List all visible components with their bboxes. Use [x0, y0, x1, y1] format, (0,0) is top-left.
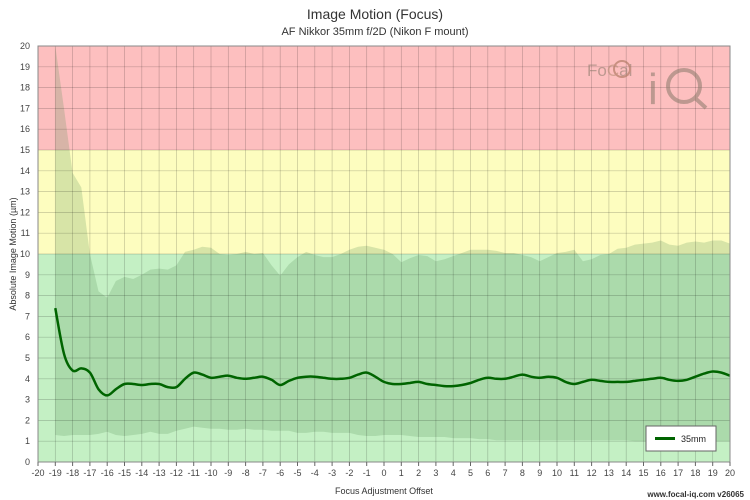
x-tick-label: 1: [399, 468, 404, 478]
logo-text-iq: i: [648, 65, 658, 114]
series-lines: [54, 307, 731, 397]
y-tick-label: 11: [21, 228, 30, 238]
y-axis-label: Absolute Image Motion (µm): [8, 197, 18, 310]
x-tick-label: 15: [638, 468, 648, 478]
x-tick-label: 13: [604, 468, 614, 478]
y-tick-label: 14: [20, 166, 30, 176]
x-tick-label: 14: [621, 468, 631, 478]
y-tick-label: 10: [20, 249, 30, 259]
zone-0: [38, 254, 730, 462]
y-tick-label: 17: [20, 103, 30, 113]
y-tick-label: 6: [25, 332, 30, 342]
y-tick-label: 18: [20, 83, 30, 93]
x-tick-label: 3: [433, 468, 438, 478]
y-tick-label: 5: [25, 353, 30, 363]
x-tick-label: 10: [552, 468, 562, 478]
x-tick-label: -6: [276, 468, 284, 478]
y-tick-label: 15: [20, 145, 30, 155]
logo-lens-circle: [613, 60, 631, 78]
x-tick-label: 20: [725, 468, 735, 478]
x-tick-label: 6: [485, 468, 490, 478]
legend: 35mm: [645, 425, 717, 452]
y-tick-label: 4: [25, 374, 30, 384]
y-tick-label: 19: [20, 62, 30, 72]
footer-credit: www.focal-iq.com v26065: [646, 490, 744, 499]
y-tick-label: 20: [20, 41, 30, 51]
x-tick-label: -3: [328, 468, 336, 478]
x-tick-label: -16: [101, 468, 114, 478]
x-tick-label: 9: [537, 468, 542, 478]
y-tick-label: 16: [20, 124, 30, 134]
zone-1: [38, 150, 730, 254]
x-tick-label: -9: [224, 468, 232, 478]
x-tick-label: -1: [363, 468, 371, 478]
y-tick-label: 2: [25, 415, 30, 425]
y-tick-label: 7: [25, 311, 30, 321]
x-tick-label: -12: [170, 468, 183, 478]
x-tick-label: -17: [83, 468, 96, 478]
x-tick-label: -11: [188, 468, 200, 478]
x-axis-ticks: -20 -19 -18 -17 -16 -15 -14 -13 -12 -11 -10 -9 -8 -7-…: [31, 462, 735, 478]
x-tick-label: 18: [690, 468, 700, 478]
grid-lines: [37, 45, 731, 463]
x-tick-label: -14: [135, 468, 148, 478]
x-tick-label: 12: [587, 468, 597, 478]
x-tick-label: -18: [66, 468, 79, 478]
x-tick-label: 17: [673, 468, 683, 478]
x-tick-label: -5: [293, 468, 301, 478]
y-tick-label: 1: [25, 436, 30, 446]
x-tick-label: -7: [259, 468, 267, 478]
y-tick-label: 0: [25, 457, 30, 467]
x-tick-label: 4: [451, 468, 456, 478]
focal-iq-logo: FoCal i: [587, 60, 708, 114]
quality-zones: [38, 46, 730, 462]
x-tick-label: 0: [381, 468, 386, 478]
x-tick-label: 5: [468, 468, 473, 478]
y-tick-label: 3: [25, 395, 30, 405]
legend-label: 35mm: [681, 434, 706, 444]
y-tick-label: 12: [20, 207, 30, 217]
x-tick-label: -8: [242, 468, 250, 478]
x-tick-label: 11: [570, 468, 579, 478]
x-tick-label: -19: [49, 468, 62, 478]
chart-title: Image Motion (Focus): [307, 6, 443, 22]
y-tick-label: 9: [25, 270, 30, 280]
chart-subtitle: AF Nikkor 35mm f/2D (Nikon F mount): [281, 26, 468, 38]
x-tick-label: -15: [118, 468, 131, 478]
x-tick-label: -13: [153, 468, 166, 478]
y-tick-label: 13: [20, 187, 30, 197]
zone-2: [38, 46, 730, 150]
x-tick-label: 8: [520, 468, 525, 478]
variance-band: [55, 46, 731, 442]
x-tick-label: -4: [311, 468, 319, 478]
x-tick-label: 2: [416, 468, 421, 478]
x-axis-label: Focus Adjustment Offset: [335, 486, 433, 496]
x-tick-label: -2: [345, 468, 353, 478]
magnifier-icon: [666, 68, 702, 104]
x-tick-label: -10: [204, 468, 217, 478]
y-tick-label: 8: [25, 291, 30, 301]
x-tick-label: -20: [31, 468, 44, 478]
magnifier-handle: [693, 96, 708, 110]
x-tick-label: 7: [503, 468, 508, 478]
x-tick-label: 16: [656, 468, 666, 478]
variance-band-area: [55, 46, 731, 442]
x-tick-label: 19: [708, 468, 718, 478]
